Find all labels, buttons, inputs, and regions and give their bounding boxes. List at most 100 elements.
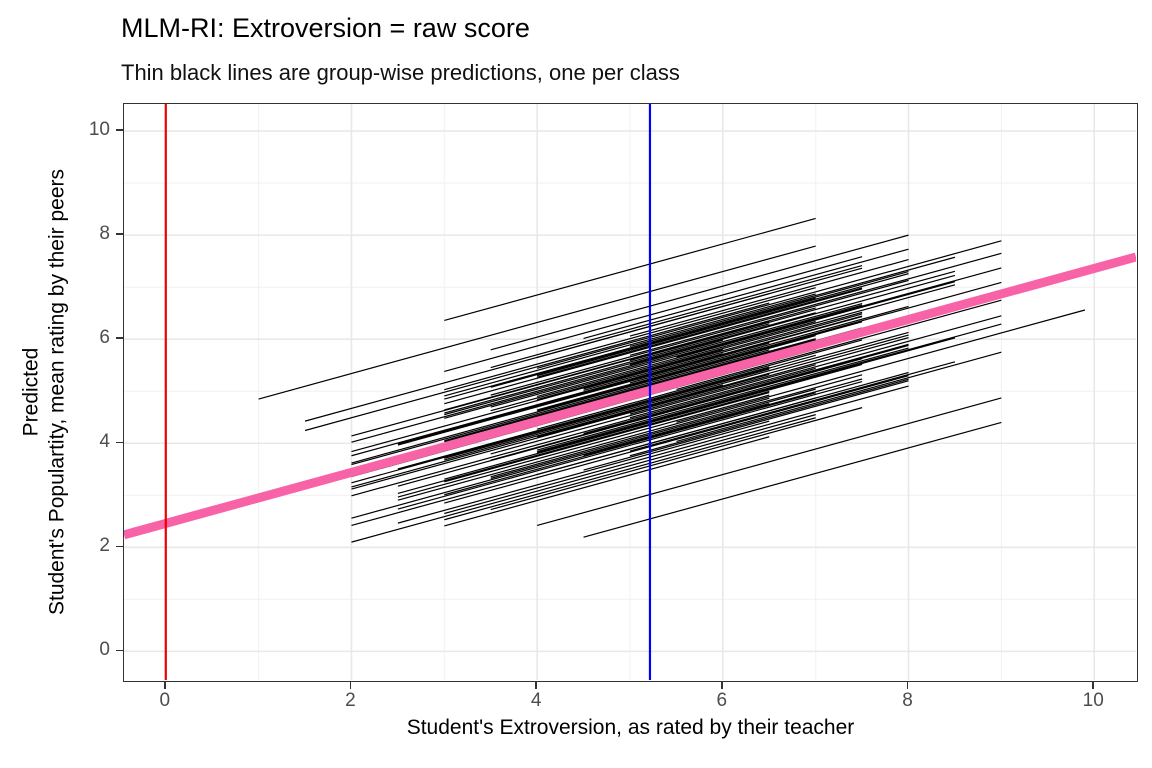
group-prediction-line: [444, 312, 816, 416]
x-tick-label: 4: [530, 690, 542, 711]
group-prediction-line: [629, 361, 956, 452]
group-prediction-line: [351, 349, 724, 453]
group-prediction-line: [397, 397, 770, 501]
x-tick-label: 2: [345, 690, 356, 711]
x-tick-label: 8: [902, 690, 913, 711]
group-prediction-line: [583, 378, 863, 457]
group-prediction-line: [444, 375, 909, 504]
group-prediction-line: [490, 297, 816, 388]
group-prediction-line: [629, 315, 1002, 419]
y-axis-title: Predicted Student's Populartity, mean ra…: [19, 103, 71, 682]
x-tick-mark: [349, 682, 352, 689]
x-tick-label: 6: [716, 690, 728, 711]
group-prediction-line: [444, 339, 816, 443]
x-tick-mark: [164, 682, 166, 689]
group-prediction-line: [444, 287, 816, 391]
group-prediction-line: [397, 420, 770, 524]
group-prediction-line: [444, 363, 863, 480]
y-axis-title-line2: Student's Populartity, mean rating by th…: [45, 168, 69, 616]
x-tick-label: 0: [159, 690, 171, 711]
x-axis-title: Student's Extroversion, as rated by thei…: [406, 716, 855, 739]
group-prediction-line: [444, 392, 816, 496]
group-prediction-line: [536, 347, 909, 451]
group-prediction-line: [536, 273, 909, 377]
group-prediction-line: [397, 342, 770, 446]
group-prediction-line: [536, 240, 1002, 369]
y-tick-mark: [116, 129, 123, 131]
group-prediction-line: [444, 256, 863, 373]
x-tick-mark: [721, 682, 723, 689]
group-prediction-line: [536, 284, 956, 401]
group-prediction-line: [397, 366, 770, 470]
y-tick-mark: [116, 337, 123, 339]
group-prediction-line: [397, 315, 863, 445]
group-prediction-line: [444, 288, 863, 405]
group-prediction-line: [536, 281, 956, 398]
group-prediction-line: [490, 407, 863, 511]
x-tick-mark: [906, 682, 909, 689]
group-prediction-line: [351, 353, 724, 457]
group-prediction-line: [490, 364, 816, 455]
y-tick-label: 6: [99, 327, 110, 349]
group-prediction-line: [676, 299, 1002, 390]
group-prediction-line: [676, 351, 1002, 443]
group-prediction-line: [397, 394, 770, 498]
group-prediction-line: [490, 374, 863, 478]
y-tick-mark: [116, 233, 123, 235]
group-prediction-line: [629, 256, 956, 348]
x-tick-label: 10: [1082, 690, 1104, 711]
x-tick-mark: [535, 682, 537, 689]
plot-title: MLM-RI: Extroversion = raw score: [121, 13, 530, 43]
group-prediction-line: [490, 320, 816, 412]
group-prediction-line: [351, 414, 816, 543]
group-prediction-line: [444, 302, 863, 419]
plot-subtitle: Thin black lines are group-wise predicti…: [121, 60, 680, 85]
group-prediction-line: [536, 337, 956, 454]
group-prediction-line: [629, 305, 909, 384]
group-prediction-line: [536, 321, 863, 412]
group-prediction-line: [676, 267, 1002, 358]
group-prediction-line: [351, 354, 816, 484]
group-prediction-line: [536, 281, 1002, 411]
group-prediction-line: [490, 279, 909, 396]
group-prediction-line: [444, 417, 816, 521]
group-prediction-line: [583, 248, 909, 339]
group-prediction-line: [536, 287, 863, 378]
y-tick-mark: [116, 441, 123, 443]
group-prediction-line: [304, 302, 770, 432]
group-prediction-line: [583, 313, 863, 392]
group-prediction-line: [444, 270, 909, 400]
group-prediction-line: [629, 274, 956, 366]
group-prediction-line: [629, 337, 909, 415]
y-tick-label: 4: [99, 431, 110, 453]
group-prediction-line: [351, 373, 770, 490]
group-prediction-line: [351, 349, 770, 466]
group-prediction-line: [490, 344, 909, 461]
group-prediction-line: [536, 397, 1002, 527]
group-prediction-line: [444, 436, 770, 527]
group-prediction-line: [351, 397, 816, 527]
x-tick-mark: [1092, 682, 1094, 689]
group-prediction-line: [444, 368, 770, 459]
group-prediction-line: [676, 309, 1086, 423]
group-prediction-line: [629, 258, 909, 337]
group-prediction-line: [490, 264, 863, 369]
group-prediction-line: [583, 343, 909, 435]
group-prediction-line: [536, 339, 863, 430]
group-prediction-line: [536, 334, 909, 438]
y-tick-mark: [116, 649, 123, 652]
y-tick-label: 0: [99, 639, 110, 661]
group-prediction-line: [351, 402, 770, 519]
plot-canvas: [124, 104, 1136, 680]
group-prediction-line: [629, 378, 909, 457]
y-tick-mark: [116, 545, 123, 548]
group-prediction-line: [258, 245, 816, 400]
group-prediction-line: [351, 320, 770, 437]
y-axis-title-line1: Predicted: [19, 347, 43, 437]
group-prediction-line: [304, 293, 770, 422]
y-tick-label: 8: [99, 223, 110, 245]
plot-panel: [123, 103, 1138, 682]
group-prediction-line: [444, 331, 909, 461]
group-prediction-line: [351, 334, 816, 464]
